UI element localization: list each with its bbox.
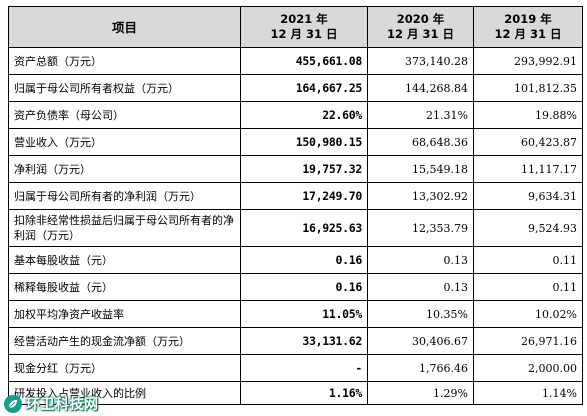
site-watermark: 环卫科技网 bbox=[4, 392, 99, 416]
row-label: 稀释每股收益（元） bbox=[8, 273, 241, 301]
header-2019-year: 2019 年 bbox=[504, 12, 552, 26]
row-label: 研发投入占营业收入的比例 bbox=[8, 381, 241, 405]
table-row: 资产总额（万元） 455,661.08 373,140.28 293,992.9… bbox=[8, 47, 583, 75]
value-2020: 12,353.79 bbox=[367, 209, 474, 247]
row-label: 扣除非经常性损益后归属于母公司所有者的净利润（万元） bbox=[8, 209, 241, 247]
value-2019: 9,634.31 bbox=[473, 182, 583, 210]
row-label: 资产总额（万元） bbox=[8, 47, 241, 75]
header-2020-date: 12 月 31 日 bbox=[386, 27, 455, 41]
value-2019: 11,117.17 bbox=[473, 155, 583, 183]
table-row: 经营活动产生的现金流净额（万元） 33,131.62 30,406.67 26,… bbox=[8, 327, 583, 355]
value-2021: 150,980.15 bbox=[240, 128, 368, 156]
row-label: 现金分红（万元） bbox=[8, 354, 241, 382]
value-2020: 1.29% bbox=[367, 381, 474, 405]
value-2020: 0.13 bbox=[367, 246, 474, 274]
value-2019: 0.11 bbox=[473, 273, 583, 301]
value-2021: 455,661.08 bbox=[240, 47, 368, 75]
header-2021-year: 2021 年 bbox=[280, 12, 328, 26]
row-label: 加权平均净资产收益率 bbox=[8, 300, 241, 328]
value-2021: 33,131.62 bbox=[240, 327, 368, 355]
header-2021: 2021 年 12 月 31 日 bbox=[240, 6, 368, 48]
value-2019: 0.11 bbox=[473, 246, 583, 274]
value-2019: 293,992.91 bbox=[473, 47, 583, 75]
value-2021: 22.60% bbox=[240, 101, 368, 129]
table-row: 归属于母公司所有者的净利润（万元） 17,249.70 13,302.92 9,… bbox=[8, 182, 583, 210]
value-2019: 26,971.16 bbox=[473, 327, 583, 355]
table-row: 归属于母公司所有者权益（万元） 164,667.25 144,268.84 10… bbox=[8, 74, 583, 102]
value-2021: - bbox=[240, 354, 368, 382]
header-item: 项目 bbox=[8, 6, 241, 48]
table-row: 稀释每股收益（元） 0.16 0.13 0.11 bbox=[8, 273, 583, 301]
table-row: 现金分红（万元） - 1,766.46 2,000.00 bbox=[8, 354, 583, 382]
financial-summary-table: 项目 2021 年 12 月 31 日 2020 年 12 月 31 日 201… bbox=[8, 6, 583, 405]
value-2020: 0.13 bbox=[367, 273, 474, 301]
value-2019: 19.88% bbox=[473, 101, 583, 129]
value-2019: 10.02% bbox=[473, 300, 583, 328]
value-2021: 17,249.70 bbox=[240, 182, 368, 210]
value-2020: 30,406.67 bbox=[367, 327, 474, 355]
value-2020: 21.31% bbox=[367, 101, 474, 129]
row-label: 基本每股收益（元） bbox=[8, 246, 241, 274]
value-2020: 10.35% bbox=[367, 300, 474, 328]
table-row: 研发投入占营业收入的比例 1.16% 1.29% 1.14% bbox=[8, 381, 583, 405]
value-2021: 164,667.25 bbox=[240, 74, 368, 102]
value-2019: 9,524.93 bbox=[473, 209, 583, 247]
table-row: 净利润（万元） 19,757.32 15,549.18 11,117.17 bbox=[8, 155, 583, 183]
value-2020: 373,140.28 bbox=[367, 47, 474, 75]
value-2021: 19,757.32 bbox=[240, 155, 368, 183]
value-2020: 68,648.36 bbox=[367, 128, 474, 156]
table-row: 基本每股收益（元） 0.16 0.13 0.11 bbox=[8, 246, 583, 274]
header-2020: 2020 年 12 月 31 日 bbox=[367, 6, 474, 48]
value-2019: 2,000.00 bbox=[473, 354, 583, 382]
value-2020: 13,302.92 bbox=[367, 182, 474, 210]
row-label: 营业收入（万元） bbox=[8, 128, 241, 156]
table-row: 加权平均净资产收益率 11.05% 10.35% 10.02% bbox=[8, 300, 583, 328]
header-2019: 2019 年 12 月 31 日 bbox=[473, 6, 583, 48]
row-label: 资产负债率（母公司） bbox=[8, 101, 241, 129]
value-2019: 101,812.35 bbox=[473, 74, 583, 102]
header-2021-date: 12 月 31 日 bbox=[270, 27, 338, 41]
value-2021: 0.16 bbox=[240, 246, 368, 274]
value-2020: 1,766.46 bbox=[367, 354, 474, 382]
value-2019: 1.14% bbox=[473, 381, 583, 405]
header-2019-date: 12 月 31 日 bbox=[494, 27, 562, 41]
table-row: 营业收入（万元） 150,980.15 68,648.36 60,423.87 bbox=[8, 128, 583, 156]
value-2021: 1.16% bbox=[240, 381, 368, 405]
table-row: 扣除非经常性损益后归属于母公司所有者的净利润（万元） 16,925.63 12,… bbox=[8, 209, 583, 247]
watermark-text: 环卫科技网 bbox=[26, 397, 99, 413]
value-2021: 0.16 bbox=[240, 273, 368, 301]
row-label: 归属于母公司所有者的净利润（万元） bbox=[8, 182, 241, 210]
value-2021: 11.05% bbox=[240, 300, 368, 328]
table-row: 资产负债率（母公司） 22.60% 21.31% 19.88% bbox=[8, 101, 583, 129]
row-label: 归属于母公司所有者权益（万元） bbox=[8, 74, 241, 102]
row-label: 经营活动产生的现金流净额（万元） bbox=[8, 327, 241, 355]
value-2020: 15,549.18 bbox=[367, 155, 474, 183]
header-row: 项目 2021 年 12 月 31 日 2020 年 12 月 31 日 201… bbox=[8, 6, 583, 48]
header-2020-year: 2020 年 bbox=[396, 12, 445, 26]
value-2021: 16,925.63 bbox=[240, 209, 368, 247]
value-2019: 60,423.87 bbox=[473, 128, 583, 156]
leaf-logo-icon bbox=[4, 395, 22, 413]
row-label: 净利润（万元） bbox=[8, 155, 241, 183]
value-2020: 144,268.84 bbox=[367, 74, 474, 102]
